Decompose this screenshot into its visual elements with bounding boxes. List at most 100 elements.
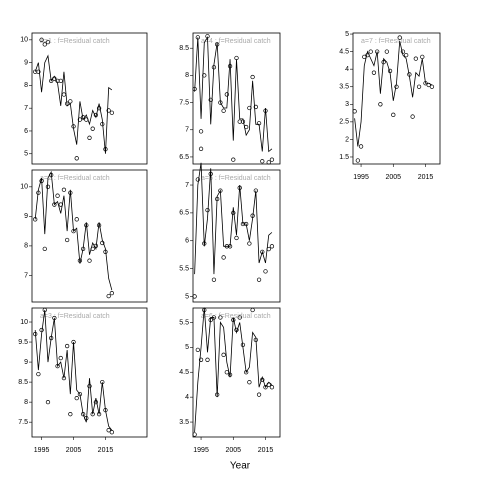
observed-point bbox=[378, 102, 383, 107]
observed-point bbox=[250, 307, 255, 313]
y-tick-label: 9 bbox=[24, 213, 28, 220]
observed-point bbox=[45, 39, 51, 45]
panel: a=2 : f=Residual catch 7 8 9 10 bbox=[20, 169, 148, 303]
panel-frame bbox=[352, 32, 441, 165]
y-tick-label: 10 bbox=[20, 37, 28, 44]
observed-point bbox=[371, 70, 377, 75]
observed-point bbox=[221, 352, 226, 357]
panel: a=1 : f=Residual catch 5 6 7 8 9 10 bbox=[20, 32, 148, 165]
observed-point bbox=[404, 52, 409, 58]
y-tick-label: 8.5 bbox=[18, 379, 28, 386]
observed-point bbox=[205, 357, 210, 362]
observed-point bbox=[260, 249, 265, 255]
observed-point bbox=[39, 37, 44, 42]
y-tick-label: 6.5 bbox=[179, 210, 189, 217]
observed-point bbox=[358, 144, 364, 149]
y-tick-label: 5.5 bbox=[179, 319, 189, 326]
y-tick-label: 3 bbox=[345, 101, 349, 108]
panel-title: a=4 : f=Residual catch bbox=[201, 38, 271, 45]
panel-title: a=3 : f=Residual catch bbox=[40, 313, 110, 320]
observed-point bbox=[269, 244, 275, 249]
observed-point bbox=[90, 126, 95, 131]
panel: a=6 : f=Residual catch 3.5 4 4.5 5 5.5 1995 200… bbox=[179, 307, 281, 454]
observed-point bbox=[352, 109, 357, 114]
fitted-line bbox=[34, 170, 113, 291]
observed-point bbox=[256, 277, 262, 282]
observed-point bbox=[263, 269, 268, 274]
observed-point bbox=[109, 110, 115, 115]
x-tick-label: 2015 bbox=[418, 174, 434, 181]
observed-point bbox=[192, 432, 197, 437]
observed-point bbox=[55, 193, 60, 198]
y-tick-label: 7.5 bbox=[18, 419, 28, 426]
observed-point bbox=[45, 184, 51, 189]
observed-point bbox=[211, 277, 217, 282]
panel-title: a=2 : f=Residual catch bbox=[40, 175, 110, 182]
fitted-line bbox=[194, 307, 273, 433]
observed-point bbox=[87, 135, 92, 140]
y-tick-label: 5.5 bbox=[179, 265, 189, 272]
panel-title: a=1 : f=Residual catch bbox=[40, 38, 110, 45]
x-tick-label: 2015 bbox=[98, 447, 114, 454]
observed-point bbox=[247, 241, 252, 246]
x-tick-label: 1995 bbox=[353, 174, 369, 181]
observed-point bbox=[42, 42, 47, 47]
y-tick-label: 1.5 bbox=[339, 154, 349, 161]
observed-point bbox=[397, 35, 402, 40]
observed-point bbox=[416, 84, 422, 89]
x-tick-label: 1995 bbox=[34, 447, 50, 454]
observed-point bbox=[33, 69, 38, 74]
panel: a=5 : f=Residual catch 5 5.5 6 6.5 7 bbox=[179, 146, 281, 303]
panel-frame bbox=[31, 32, 148, 165]
y-tick-label: 4.5 bbox=[339, 48, 349, 55]
observed-point bbox=[224, 92, 229, 97]
fitted-line bbox=[34, 54, 113, 154]
y-tick-label: 5 bbox=[185, 293, 189, 300]
observed-point bbox=[195, 177, 200, 182]
observed-point bbox=[234, 235, 239, 241]
y-tick-label: 8 bbox=[24, 82, 28, 89]
observed-point bbox=[269, 157, 275, 162]
fitted-line bbox=[34, 309, 113, 431]
observed-point bbox=[58, 78, 63, 83]
observed-point bbox=[221, 255, 226, 260]
y-tick-label: 7 bbox=[24, 272, 28, 279]
observed-point bbox=[109, 430, 115, 435]
observed-point bbox=[68, 412, 73, 417]
panel: a=3 : f=Residual catch 7.5 8 8.5 9 9.5 10 1995 2… bbox=[18, 307, 148, 454]
observed-point bbox=[263, 385, 268, 390]
observed-point bbox=[237, 119, 242, 124]
y-tick-label: 7 bbox=[185, 127, 189, 134]
x-tick-label: 2005 bbox=[225, 447, 241, 454]
observed-point bbox=[420, 54, 425, 60]
observed-point bbox=[391, 112, 396, 117]
observed-point bbox=[250, 74, 255, 80]
observed-point bbox=[205, 207, 210, 213]
observed-point bbox=[218, 315, 223, 320]
x-tick-label: 1995 bbox=[193, 447, 209, 454]
observed-point bbox=[355, 158, 360, 163]
panel-title: a=7 : f=Residual catch bbox=[361, 38, 431, 45]
observed-point bbox=[269, 385, 275, 390]
panel-title: a=6 : f=Residual catch bbox=[201, 313, 271, 320]
panel-frame bbox=[192, 32, 281, 165]
observed-point bbox=[42, 246, 47, 251]
observed-point bbox=[64, 343, 70, 349]
observed-point bbox=[74, 395, 79, 401]
y-tick-label: 9.5 bbox=[18, 339, 28, 346]
y-tick-label: 7 bbox=[185, 182, 189, 189]
observed-point bbox=[106, 428, 111, 433]
y-tick-label: 9 bbox=[24, 359, 28, 366]
y-tick-label: 3.5 bbox=[339, 84, 349, 91]
observed-point bbox=[93, 399, 99, 405]
y-tick-label: 7 bbox=[24, 105, 28, 112]
y-tick-label: 8 bbox=[24, 243, 28, 250]
y-tick-label: 2 bbox=[345, 136, 349, 143]
observed-point bbox=[384, 49, 389, 54]
y-tick-label: 8 bbox=[185, 72, 189, 79]
observed-point bbox=[36, 371, 41, 377]
observed-point bbox=[109, 290, 115, 296]
observed-point bbox=[192, 294, 197, 299]
y-tick-label: 8 bbox=[24, 399, 28, 406]
y-tick-label: 6.5 bbox=[179, 154, 189, 161]
